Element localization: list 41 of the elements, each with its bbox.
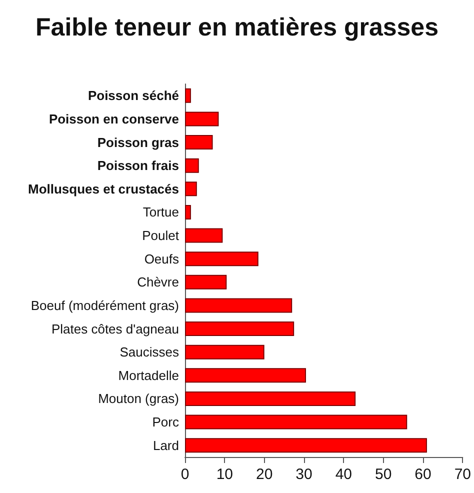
y-tick-label: Mollusques et crustacés	[28, 181, 179, 196]
y-tick-label: Saucisses	[120, 344, 180, 360]
y-tick-label: Boeuf (modérément gras)	[30, 298, 179, 313]
x-tick-label: 20	[256, 466, 273, 483]
bar	[185, 182, 197, 196]
x-tick-label: 30	[296, 466, 312, 483]
chart-title: Faible teneur en matières grasses	[36, 14, 438, 42]
bar	[185, 135, 213, 150]
bar	[185, 298, 292, 313]
bar	[185, 391, 356, 406]
x-tick-label: 0	[180, 466, 190, 483]
y-tick-label: Porc	[152, 414, 180, 430]
y-tick-label: Plates côtes d'agneau	[51, 321, 179, 336]
x-tick-label: 10	[216, 466, 234, 483]
bar	[185, 344, 264, 360]
bar	[185, 158, 199, 173]
bar	[185, 252, 258, 266]
x-tick-label: 60	[414, 466, 432, 483]
bar	[185, 322, 294, 336]
bar	[185, 228, 223, 243]
y-tick-label: Oeufs	[144, 251, 180, 266]
bar	[185, 204, 191, 220]
y-tick-label: Mortadelle	[118, 368, 179, 383]
x-tick-label: 50	[374, 466, 392, 483]
bar	[185, 414, 408, 430]
y-tick-label: Poisson en conserve	[48, 111, 179, 126]
bar	[185, 88, 191, 103]
y-tick-label: Mouton (gras)	[98, 391, 179, 406]
y-tick-label: Lard	[152, 438, 179, 453]
bar	[185, 368, 306, 383]
bar	[185, 112, 219, 126]
bar	[185, 274, 227, 290]
x-tick-label: 40	[335, 466, 352, 483]
y-tick-label: Chèvre	[137, 274, 179, 290]
y-tick-label: Tortue	[142, 204, 179, 220]
y-tick-label: Poulet	[142, 228, 180, 244]
x-tick-label: 70	[454, 466, 471, 483]
y-tick-label: Poisson gras	[97, 134, 179, 150]
y-tick-label: Poisson séché	[88, 88, 179, 104]
y-tick-label: Poisson frais	[97, 158, 179, 174]
bar	[185, 438, 427, 453]
